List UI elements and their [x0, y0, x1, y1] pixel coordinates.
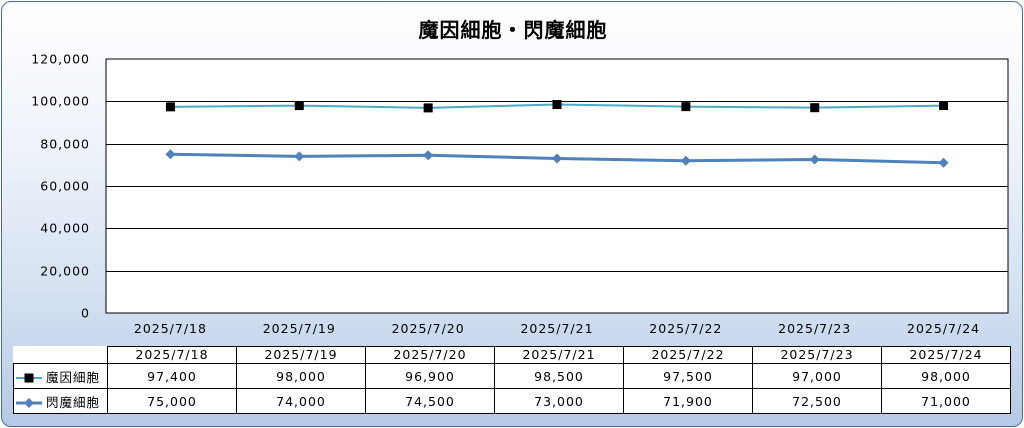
table-header-cell: 2025/7/20 [365, 346, 495, 364]
table-cell: 74,000 [236, 388, 366, 414]
y-tick-label: 120,000 [31, 52, 90, 67]
legend-label: 閃魔細胞 [46, 394, 101, 410]
y-tick-label: 40,000 [40, 221, 90, 236]
data-point [938, 157, 949, 168]
table-row: 魔因細胞 97,400 98,000 96,900 98,500 97,500 97,000… [13, 363, 1011, 389]
table-header-cell: 2025/7/18 [107, 346, 237, 364]
y-tick-label: 80,000 [40, 137, 90, 152]
data-point [680, 155, 691, 166]
table-header-cell: 2025/7/24 [881, 346, 1011, 364]
table-header-row: 2025/7/18 2025/7/19 2025/7/20 2025/7/21 2025… [13, 346, 1011, 364]
data-point [423, 150, 434, 161]
table-header-cell: 2025/7/19 [236, 346, 366, 364]
x-tick-label: 2025/7/24 [907, 321, 980, 336]
data-point [423, 103, 433, 113]
table-cell: 98,000 [881, 363, 1011, 389]
table-cell: 98,500 [494, 363, 624, 389]
table-header-cell: 2025/7/21 [494, 346, 624, 364]
data-table: 2025/7/18 2025/7/19 2025/7/20 2025/7/21 2025… [13, 346, 1011, 414]
x-tick-label: 2025/7/21 [520, 321, 593, 336]
data-point [294, 151, 305, 162]
table-cell: 96,900 [365, 363, 495, 389]
y-tick-label: 20,000 [40, 264, 90, 279]
table-cell: 98,000 [236, 363, 366, 389]
legend-key [16, 398, 42, 408]
data-point [165, 102, 175, 112]
legend-cell: 魔因細胞 [13, 363, 108, 389]
x-tick-label: 2025/7/22 [649, 321, 722, 336]
data-point [810, 103, 820, 113]
table-cell: 71,000 [881, 388, 1011, 414]
x-tick-label: 2025/7/18 [134, 321, 207, 336]
table-cell: 97,500 [623, 363, 753, 389]
y-tick-label: 60,000 [40, 179, 90, 194]
y-tick-label: 0 [81, 306, 90, 321]
legend-label: 魔因細胞 [46, 369, 101, 385]
table-cell: 97,000 [752, 363, 882, 389]
legend-cell: 閃魔細胞 [13, 388, 108, 414]
table-cell: 73,000 [494, 388, 624, 414]
data-point [552, 100, 562, 110]
x-tick-label: 2025/7/19 [263, 321, 336, 336]
legend-marker [24, 373, 34, 383]
table-corner [13, 346, 108, 364]
y-tick-label: 100,000 [31, 94, 90, 109]
data-point [939, 101, 949, 111]
data-point [552, 153, 562, 164]
table-cell: 71,900 [623, 388, 753, 414]
data-point [681, 102, 691, 112]
table-header-cell: 2025/7/22 [623, 346, 753, 364]
x-tick-label: 2025/7/23 [778, 321, 851, 336]
legend-marker [24, 398, 34, 408]
table-row: 閃魔細胞 75,000 74,000 74,500 73,000 71,900 72,500… [13, 388, 1011, 414]
chart-title: 魔因細胞・閃魔細胞 [418, 18, 608, 42]
table-cell: 75,000 [107, 388, 237, 414]
data-point [294, 101, 304, 111]
table-cell: 74,500 [365, 388, 495, 414]
table-cell: 72,500 [752, 388, 882, 414]
table-header-cell: 2025/7/23 [752, 346, 882, 364]
data-point [165, 149, 176, 160]
data-point [809, 154, 820, 165]
x-tick-label: 2025/7/20 [392, 321, 465, 336]
table-cell: 97,400 [107, 363, 237, 389]
legend-key [16, 373, 42, 383]
